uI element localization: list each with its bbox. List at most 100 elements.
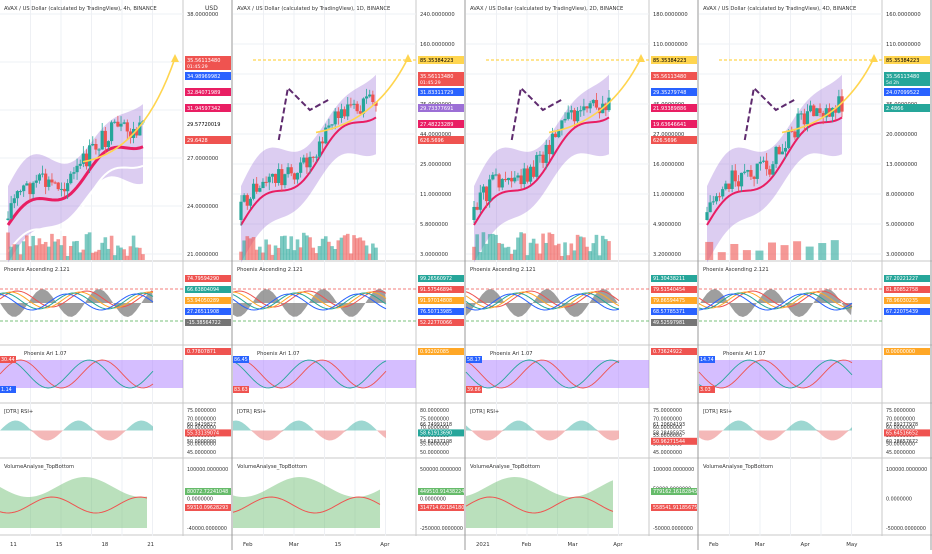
- candle-body: [535, 155, 539, 177]
- osc-line: [0, 291, 154, 309]
- candle-body: [280, 169, 284, 186]
- candle-body: [554, 133, 558, 138]
- candle-body: [724, 183, 728, 190]
- pattern-trendline: [510, 85, 562, 141]
- price-label-box: [884, 72, 930, 86]
- volume-bar: [352, 235, 356, 260]
- rsi-line: [232, 359, 387, 389]
- candle-body: [736, 181, 740, 187]
- price-label-box: [651, 56, 697, 64]
- candle-body: [374, 101, 378, 106]
- candle-body: [478, 192, 482, 210]
- volume-bar: [513, 249, 517, 260]
- price-label-box: [651, 88, 697, 96]
- candle-body: [576, 110, 580, 122]
- candle-body: [572, 110, 577, 122]
- chart-title: AVAX / US Dollar (calculated by TradingV…: [703, 6, 856, 12]
- dtr-label-box: [651, 437, 697, 445]
- price-label-box: [884, 104, 930, 112]
- osc-line: [232, 293, 387, 311]
- osc-title: Phoenix Ascending 2.121: [4, 267, 70, 273]
- price-tick-label: 110.0000000: [886, 42, 921, 48]
- osc-label-box: [884, 308, 930, 315]
- candle-body: [122, 122, 126, 124]
- candle-body: [532, 166, 536, 177]
- osc-label-text: 87.20221227: [886, 276, 918, 282]
- volume-bar: [25, 235, 29, 260]
- dtr-label-text: 60.9429827: [187, 422, 216, 428]
- volume-bar: [342, 235, 347, 260]
- price-tick-label: 13.0000000: [886, 162, 917, 168]
- candle-body: [761, 160, 766, 162]
- volume-bar: [705, 241, 714, 260]
- volume-bar: [503, 247, 508, 260]
- rsi-title: Phoenix Ari 1.07: [723, 351, 766, 357]
- candle-body: [317, 141, 322, 157]
- volume-bar: [84, 234, 89, 260]
- volume-bar: [286, 248, 290, 260]
- dtr-label-box: [418, 429, 464, 437]
- price-tick-label: 11.0000000: [653, 192, 684, 198]
- candle-body: [286, 167, 290, 175]
- dtr-tick-label: 50.0000000: [886, 442, 915, 448]
- volume-bar: [298, 247, 303, 260]
- price-label-text: 31.94597342: [187, 106, 220, 112]
- rsi-left-box: [699, 356, 715, 363]
- candle-body: [497, 174, 501, 188]
- candle-body: [53, 182, 57, 184]
- chart-panel-1: AVAX / US Dollar (calculated by TradingV…: [0, 0, 233, 550]
- candle-body: [69, 173, 73, 184]
- pattern-trendline: [743, 85, 795, 141]
- candle-body: [519, 175, 523, 185]
- volume-bar: [103, 237, 108, 260]
- dtr-tick-label: 55.0000000: [420, 442, 449, 448]
- rsi-label-text: 0.93202085: [420, 349, 449, 355]
- candle-body: [780, 151, 784, 155]
- time-tick-label: Mar: [568, 542, 579, 548]
- volume-bar: [336, 240, 341, 260]
- volume-bar: [594, 234, 599, 260]
- volume-bar: [72, 241, 76, 260]
- candle-body: [815, 108, 819, 117]
- moving-average-white: [7, 164, 144, 253]
- price-tick-label: 5.8000000: [420, 222, 448, 228]
- candle-body: [78, 163, 82, 166]
- rsi-zone: [233, 360, 416, 388]
- volume-bar: [374, 247, 378, 260]
- volume-bar: [604, 239, 608, 260]
- volume-bar: [525, 255, 530, 260]
- candle-body: [349, 104, 353, 106]
- volume-bar: [572, 250, 577, 260]
- price-tick-label: 160.0000000: [420, 42, 455, 48]
- time-tick-label: Feb: [709, 542, 719, 548]
- rsi-left-box: [466, 356, 482, 363]
- candle-body: [88, 145, 92, 167]
- rsi-left-box: [466, 386, 482, 393]
- candle-body: [277, 169, 281, 183]
- rsi-zone: [466, 360, 649, 388]
- candle-body: [25, 183, 29, 186]
- candle-body: [783, 147, 788, 152]
- volume-bar: [320, 238, 325, 260]
- rsi-title: Phoenix Ari 1.07: [24, 351, 67, 357]
- rsi-line: [0, 359, 154, 389]
- price-tick-label: 160.0000000: [886, 12, 921, 18]
- dtr-label-text: 55.33139074: [187, 430, 219, 436]
- price-tick-label: 5.0000000: [886, 222, 914, 228]
- volume-bar: [364, 245, 369, 260]
- volume-green-area: [466, 477, 613, 528]
- candle-body: [128, 131, 133, 138]
- vol-tick-label: -250000.0000000: [420, 526, 463, 532]
- candle-body: [72, 172, 76, 174]
- candle-body: [346, 104, 350, 117]
- rsi-label-box: [185, 348, 231, 355]
- rsi-title: Phoenix Ari 1.07: [257, 351, 300, 357]
- volume-bar: [254, 249, 259, 260]
- price-label-text: 29.73377691: [420, 106, 453, 112]
- candle-body: [364, 96, 369, 99]
- volume-bar: [534, 243, 539, 260]
- candle-body: [708, 202, 712, 213]
- dtr-label-text: 58.61913690: [420, 430, 452, 436]
- price-tick-label: 20.0000000: [886, 132, 917, 138]
